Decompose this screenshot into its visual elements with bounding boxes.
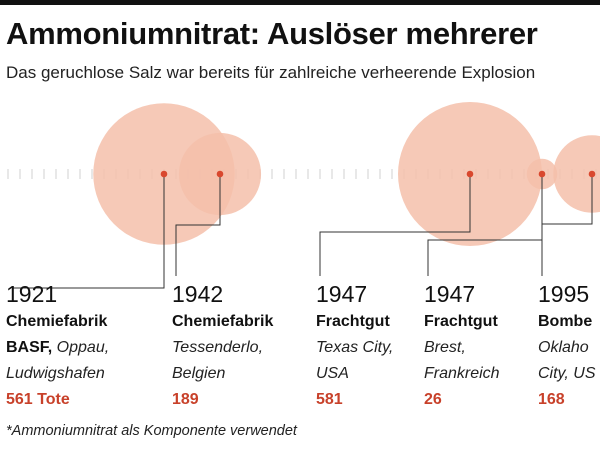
event-name: Chemiefabrik [6, 313, 108, 330]
event-description: Chemiefabrik BASF, Oppau, Ludwigshafen [6, 309, 109, 387]
event-connector [427, 174, 543, 276]
event-deaths: 189 [172, 391, 199, 408]
event-location: Texas City, [316, 339, 394, 356]
event-connector [319, 174, 471, 276]
event-name-cont: BASF, [6, 339, 53, 356]
event-deaths: 561 Tote [6, 391, 70, 408]
event-year: 1995 [538, 281, 590, 307]
event-location: Tessenderlo, [172, 339, 264, 356]
event-connector [541, 174, 593, 276]
event-label-1995: 1995 Bombe Oklaho City, US 168 [538, 280, 595, 413]
event-name: Bombe [538, 313, 593, 330]
event-name: Frachtgut [424, 313, 498, 330]
event-label-1921: 1921 Chemiefabrik BASF, Oppau, Ludwigshafen… [6, 280, 109, 413]
event-description: Chemiefabrik Tessenderlo, Belgien [172, 309, 273, 387]
event-bubble [553, 135, 600, 213]
event-marker [216, 170, 224, 178]
event-label-1942: 1942 Chemiefabrik Tessenderlo, Belgien 189 [172, 280, 273, 413]
event-deaths: 168 [538, 391, 565, 408]
event-name: Chemiefabrik [172, 313, 274, 330]
event-label-1947: 1947 Frachtgut Brest, Frankreich 26 [424, 280, 500, 413]
event-year: 1947 [424, 281, 476, 307]
event-description: Frachtgut Texas City, USA [316, 309, 393, 387]
event-deaths: 26 [424, 391, 442, 408]
event-description: Bombe Oklaho City, US [538, 309, 595, 387]
event-connector [175, 174, 221, 276]
event-marker [466, 170, 474, 178]
event-marker [588, 170, 596, 178]
event-connector [12, 174, 165, 289]
event-marker [538, 170, 546, 178]
event-year: 1947 [316, 281, 368, 307]
event-location-cont: Ludwigshafen [6, 365, 105, 382]
event-location: Oklaho [538, 339, 589, 356]
event-name: Frachtgut [316, 313, 390, 330]
footnote: *Ammoniumnitrat als Komponente verwendet [6, 423, 297, 439]
event-year: 1921 [6, 281, 58, 307]
event-location: Brest, [424, 339, 466, 356]
top-bar [0, 0, 600, 5]
event-location-cont: USA [316, 365, 349, 382]
chart-title: Ammoniumnitrat: Auslöser mehrerer [6, 16, 538, 51]
event-deaths: 581 [316, 391, 343, 408]
event-location-cont: Belgien [172, 365, 226, 382]
event-year: 1942 [172, 281, 224, 307]
chart-subtitle: Das geruchlose Salz war bereits für zahl… [6, 63, 536, 82]
event-location-cont: Frankreich [424, 365, 500, 382]
event-label-1947: 1947 Frachtgut Texas City, USA 581 [316, 280, 393, 413]
event-location-cont: City, US [538, 365, 596, 382]
event-description: Frachtgut Brest, Frankreich [424, 309, 500, 387]
event-location: Oppau, [52, 339, 110, 356]
event-marker [160, 170, 168, 178]
